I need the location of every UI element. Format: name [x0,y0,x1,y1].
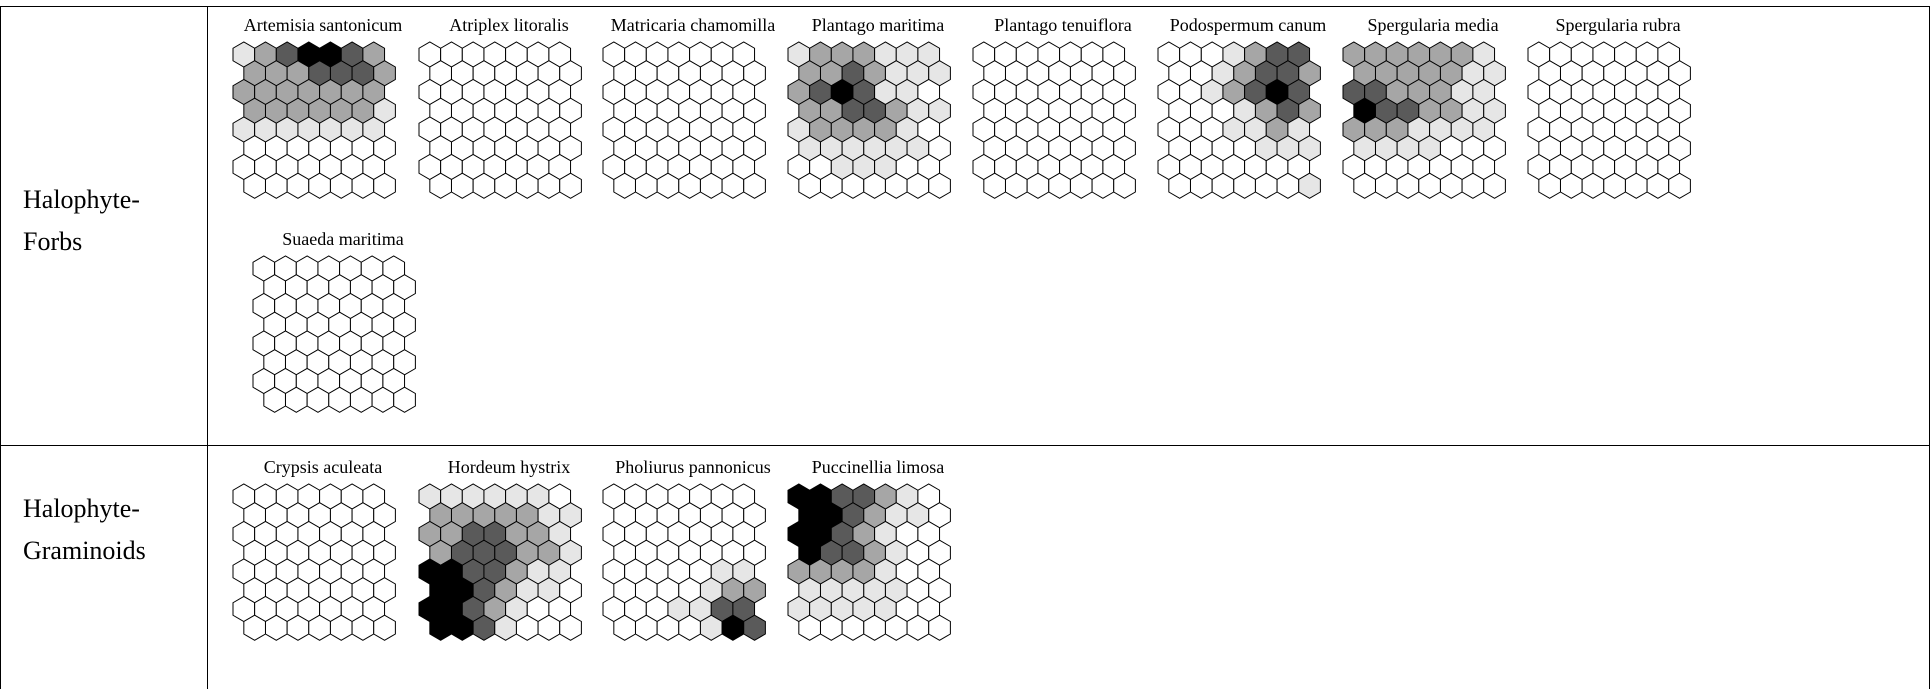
species-name: Atriplex litoralis [449,15,569,35]
hex-cell [928,614,951,641]
species-panel: Spergularia media [1340,14,1526,199]
species-name: Artemisia santonicum [243,15,403,35]
hex-cell [1483,172,1506,199]
som-hex-map [1342,41,1506,199]
species-name: Pholiurus pannonicus [615,457,771,477]
som-hex-map [787,483,951,641]
hex-cell [559,172,582,199]
group-label-graminoids: Halophyte- Graminoids [23,494,146,565]
species-name: Crypsis aculeata [263,457,383,477]
som-hex-map [418,483,582,641]
species-panel: Puccinellia limosa [785,456,971,641]
hex-cell [373,172,396,199]
som-hex-map [418,41,582,199]
som-hex-map [232,483,396,641]
hex-cell [1298,172,1321,199]
species-name: Hordeum hystrix [447,457,571,477]
species-name: Spergularia rubra [1555,15,1681,35]
hex-cell [559,614,582,641]
hex-cell [1113,172,1136,199]
species-name: Puccinellia limosa [811,457,945,477]
hex-cell [743,172,766,199]
species-panel: Atriplex litoralis [416,14,602,199]
som-hex-map [232,41,396,199]
species-panel: Spergularia rubra [1525,14,1711,199]
hex-cell [373,614,396,641]
row-divider [0,445,1930,446]
species-panel: Pholiurus pannonicus [600,456,786,641]
species-panel: Plantago maritima [785,14,971,199]
species-panel: Matricaria chamomilla [600,14,786,199]
species-name: Podospermum canum [1169,15,1327,35]
som-hex-map [602,483,766,641]
som-hex-map [787,41,951,199]
som-hex-map [972,41,1136,199]
species-panel: Hordeum hystrix [416,456,602,641]
hex-cell [393,386,416,413]
som-hex-map [602,41,766,199]
som-hex-map [1527,41,1691,199]
species-panel: Artemisia santonicum [230,14,416,199]
left-border [0,6,1,689]
table-top-border [0,6,1930,7]
column-divider [207,6,208,689]
species-name: Plantago maritima [811,15,945,35]
species-name: Plantago tenuiflora [994,15,1132,35]
species-name: Matricaria chamomilla [610,15,776,35]
hex-cell [1668,172,1691,199]
species-name: Suaeda maritima [282,229,404,249]
som-hex-map [1157,41,1321,199]
species-panel: Podospermum canum [1155,14,1341,199]
som-hex-map [252,255,416,413]
species-name: Spergularia media [1367,15,1499,35]
species-panel: Plantago tenuiflora [970,14,1156,199]
hex-cell [743,614,766,641]
species-panel: Crypsis aculeata [230,456,416,641]
species-panel: Suaeda maritima [250,228,436,413]
group-label-forbs: Halophyte- Forbs [23,185,140,256]
hex-cell [928,172,951,199]
